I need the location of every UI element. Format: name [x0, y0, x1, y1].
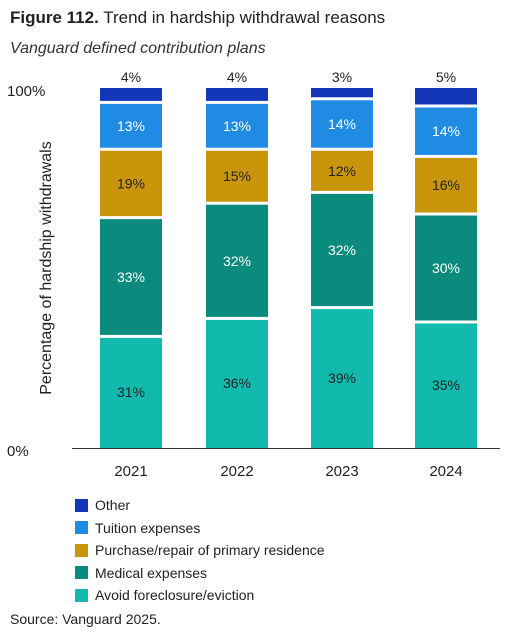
data-label: 3%	[332, 69, 352, 85]
data-label: 35%	[432, 377, 460, 393]
legend-label: Other	[95, 497, 131, 514]
x-tick-label: 2023	[325, 463, 358, 480]
bar-segment	[311, 88, 373, 98]
data-label: 13%	[223, 118, 251, 134]
data-label: 30%	[432, 260, 460, 276]
bar-segment	[206, 204, 268, 317]
legend-label: Purchase/repair of primary residence	[95, 542, 325, 559]
bar-segment	[100, 150, 162, 217]
data-label: 33%	[117, 269, 145, 285]
legend-swatch	[75, 521, 88, 535]
x-tick-label: 2024	[429, 463, 462, 480]
bar-segment	[415, 215, 477, 321]
bar-segment	[311, 193, 373, 307]
bar-segment	[206, 150, 268, 202]
data-label: 14%	[432, 123, 460, 139]
bar-segment	[415, 323, 477, 448]
data-label: 16%	[432, 177, 460, 193]
figure-title-text: Trend in hardship withdrawal reasons	[98, 8, 386, 27]
figure-number: Figure 112.	[10, 8, 99, 27]
bar-segment	[100, 219, 162, 335]
bar-segment	[100, 337, 162, 448]
bar-segment	[311, 309, 373, 448]
bar-segment	[415, 88, 477, 105]
y-axis-label: Percentage of hardship withdrawals	[38, 141, 55, 394]
stacked-bar-chart: Percentage of hardship withdrawals 0% 100%…	[7, 69, 500, 480]
bar-segment	[415, 107, 477, 155]
data-label: 14%	[328, 116, 356, 132]
data-label: 4%	[227, 69, 247, 85]
legend-item: Tuition expenses	[75, 517, 325, 540]
data-label: 19%	[117, 175, 145, 191]
bar-segment	[311, 100, 373, 148]
legend-swatch	[75, 588, 88, 602]
legend-item: Avoid foreclosure/eviction	[75, 584, 325, 607]
x-tick-label: 2022	[220, 463, 253, 480]
data-label: 32%	[328, 242, 356, 258]
legend-swatch	[75, 498, 88, 512]
data-label: 32%	[223, 253, 251, 269]
source-note: Source: Vanguard 2025.	[10, 611, 161, 627]
y-tick-label: 0%	[7, 443, 29, 460]
chart-legend: Other Tuition expenses Purchase/repair of …	[75, 494, 325, 607]
bar-segment	[311, 150, 373, 191]
data-label: 31%	[117, 384, 145, 400]
chart-subtitle: Vanguard defined contribution plans	[10, 40, 266, 57]
bar-segment	[100, 103, 162, 148]
x-tick-label: 2021	[114, 463, 147, 480]
chart-title: Figure 112. Trend in hardship withdrawal…	[10, 8, 385, 28]
legend-item: Medical expenses	[75, 562, 325, 585]
legend-swatch	[75, 543, 88, 557]
legend-item: Other	[75, 494, 325, 517]
legend-label: Avoid foreclosure/eviction	[95, 587, 255, 604]
legend-swatch	[75, 566, 88, 580]
data-label: 13%	[117, 118, 145, 134]
bar-segment	[206, 103, 268, 148]
data-label: 39%	[328, 370, 356, 386]
data-label: 12%	[328, 163, 356, 179]
data-label: 36%	[223, 375, 251, 391]
bar-segment	[206, 319, 268, 448]
bar-segment	[100, 88, 162, 101]
legend-label: Tuition expenses	[95, 519, 201, 536]
bar-segment	[206, 88, 268, 101]
data-label: 5%	[436, 69, 456, 85]
data-label: 4%	[121, 69, 141, 85]
y-tick-label: 100%	[7, 83, 45, 100]
data-label: 15%	[223, 168, 251, 184]
legend-label: Medical expenses	[95, 564, 208, 581]
legend-item: Purchase/repair of primary residence	[75, 539, 325, 562]
bar-segment	[415, 157, 477, 213]
